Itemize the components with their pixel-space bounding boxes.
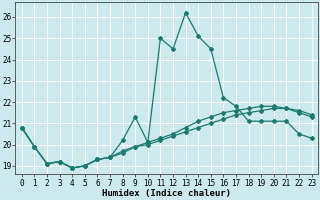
X-axis label: Humidex (Indice chaleur): Humidex (Indice chaleur) xyxy=(102,189,231,198)
